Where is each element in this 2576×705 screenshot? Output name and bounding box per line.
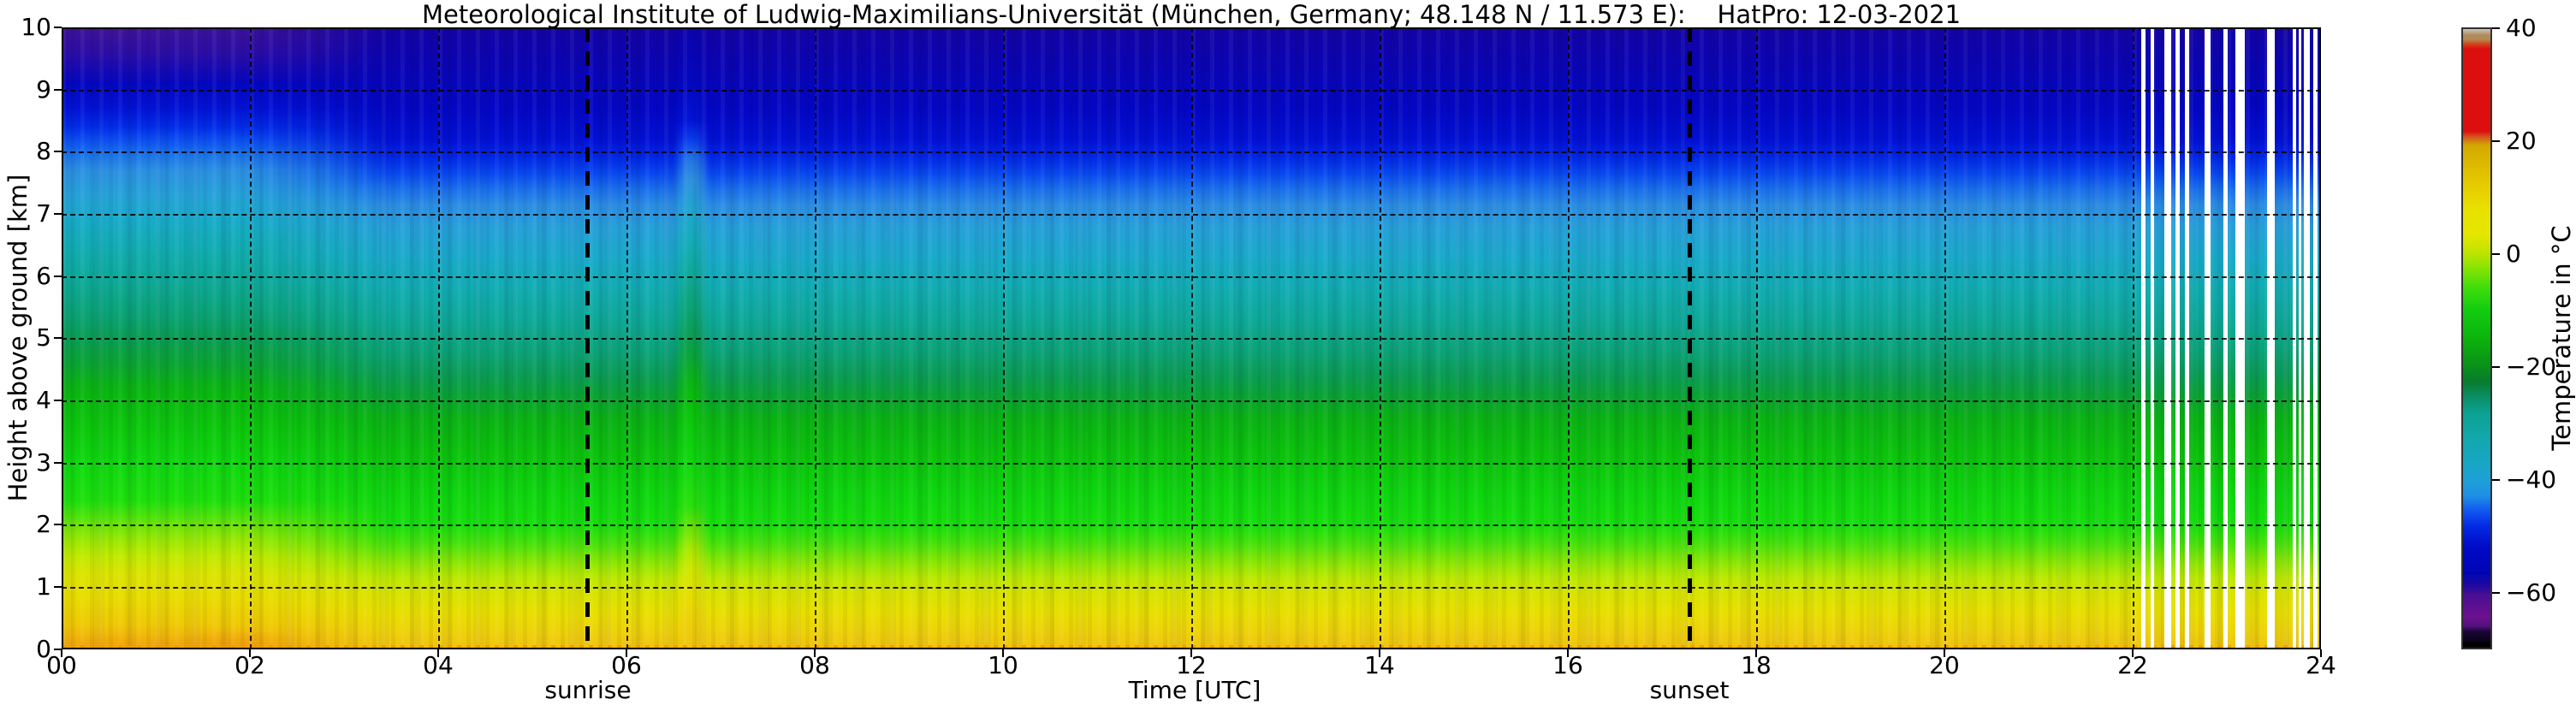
y-tick-label-0: 0	[36, 635, 51, 663]
y-tick-label-3: 3	[36, 448, 51, 477]
y-tick-mark	[54, 275, 62, 277]
x-tick-label-16: 16	[1552, 651, 1583, 679]
x-tick-mark	[1190, 649, 1192, 657]
colorbar-tick-mark	[2492, 253, 2500, 255]
x-axis-label: Time [UTC]	[1128, 676, 1261, 704]
gridline-v-06	[626, 27, 628, 649]
y-tick-mark	[54, 586, 62, 588]
sunset-line	[1688, 27, 1692, 649]
x-tick-mark	[1002, 649, 1004, 657]
x-tick-label-06: 06	[611, 651, 642, 679]
x-tick-label-18: 18	[1741, 651, 1772, 679]
colorbar-tick-label-0: 0	[2506, 240, 2521, 268]
y-tick-mark	[54, 649, 62, 650]
y-tick-mark	[54, 151, 62, 152]
x-tick-label-10: 10	[988, 651, 1018, 679]
y-tick-label-6: 6	[36, 262, 51, 290]
y-tick-label-2: 2	[36, 510, 51, 538]
x-tick-mark	[1944, 649, 1945, 657]
colorbar-tick-mark	[2492, 592, 2500, 594]
x-tick-label-12: 12	[1176, 651, 1207, 679]
gridline-v-04	[438, 27, 440, 649]
gridline-v-12	[1191, 27, 1193, 649]
x-tick-mark	[61, 649, 62, 657]
y-tick-label-8: 8	[36, 137, 51, 165]
x-tick-mark	[1567, 649, 1569, 657]
gridline-v-14	[1380, 27, 1381, 649]
gridline-v-02	[250, 27, 252, 649]
y-tick-mark	[54, 89, 62, 91]
colorbar-tick-mark	[2492, 366, 2500, 368]
x-tick-label-08: 08	[799, 651, 830, 679]
x-tick-label-04: 04	[423, 651, 454, 679]
y-tick-label-10: 10	[21, 13, 51, 41]
x-tick-label-24: 24	[2306, 651, 2336, 679]
gridline-v-16	[1568, 27, 1570, 649]
colorbar-tick-mark	[2492, 140, 2500, 142]
heatmap-plot-area	[62, 27, 2321, 649]
colorbar-label: Temperature in °C	[2547, 225, 2576, 451]
sunrise-label: sunrise	[544, 676, 632, 704]
y-tick-label-1: 1	[36, 572, 51, 601]
gridline-v-20	[1944, 27, 1946, 649]
x-tick-mark	[814, 649, 816, 657]
x-tick-label-14: 14	[1364, 651, 1395, 679]
y-tick-mark	[54, 524, 62, 525]
y-tick-label-9: 9	[36, 75, 51, 104]
gridline-v-10	[1003, 27, 1005, 649]
colorbar-tick-label-m40: −40	[2506, 465, 2557, 494]
x-tick-label-00: 00	[46, 651, 77, 679]
colorbar-tick-mark	[2492, 479, 2500, 481]
colorbar-tick-label-20: 20	[2506, 127, 2537, 155]
gridline-v-18	[1756, 27, 1758, 649]
x-tick-mark	[437, 649, 439, 657]
y-tick-mark	[54, 337, 62, 339]
x-tick-mark	[249, 649, 251, 657]
sunrise-line	[585, 27, 590, 649]
x-tick-mark	[2132, 649, 2134, 657]
y-tick-mark	[54, 27, 62, 28]
x-tick-mark	[626, 649, 627, 657]
y-tick-mark	[54, 462, 62, 464]
x-tick-label-22: 22	[2117, 651, 2148, 679]
colorbar-gradient	[2461, 27, 2492, 649]
x-tick-mark	[2320, 649, 2322, 657]
x-tick-mark	[1379, 649, 1380, 657]
chart-title: Meteorological Institute of Ludwig-Maxim…	[421, 0, 1962, 29]
x-tick-label-20: 20	[1929, 651, 1960, 679]
y-tick-mark	[54, 400, 62, 401]
x-tick-mark	[1755, 649, 1757, 657]
gridline-v-22	[2133, 27, 2134, 649]
colorbar-tick-mark	[2492, 27, 2500, 29]
gridline-v-08	[815, 27, 816, 649]
y-tick-mark	[54, 213, 62, 215]
colorbar-tick-label-40: 40	[2506, 14, 2537, 42]
x-tick-label-02: 02	[234, 651, 265, 679]
colorbar-tick-label-m20: −20	[2506, 352, 2557, 381]
y-tick-label-5: 5	[36, 323, 51, 352]
y-tick-label-4: 4	[36, 386, 51, 414]
colorbar-tick-label-m60: −60	[2506, 578, 2557, 607]
sunset-label: sunset	[1649, 676, 1730, 704]
y-tick-label-7: 7	[36, 199, 51, 228]
